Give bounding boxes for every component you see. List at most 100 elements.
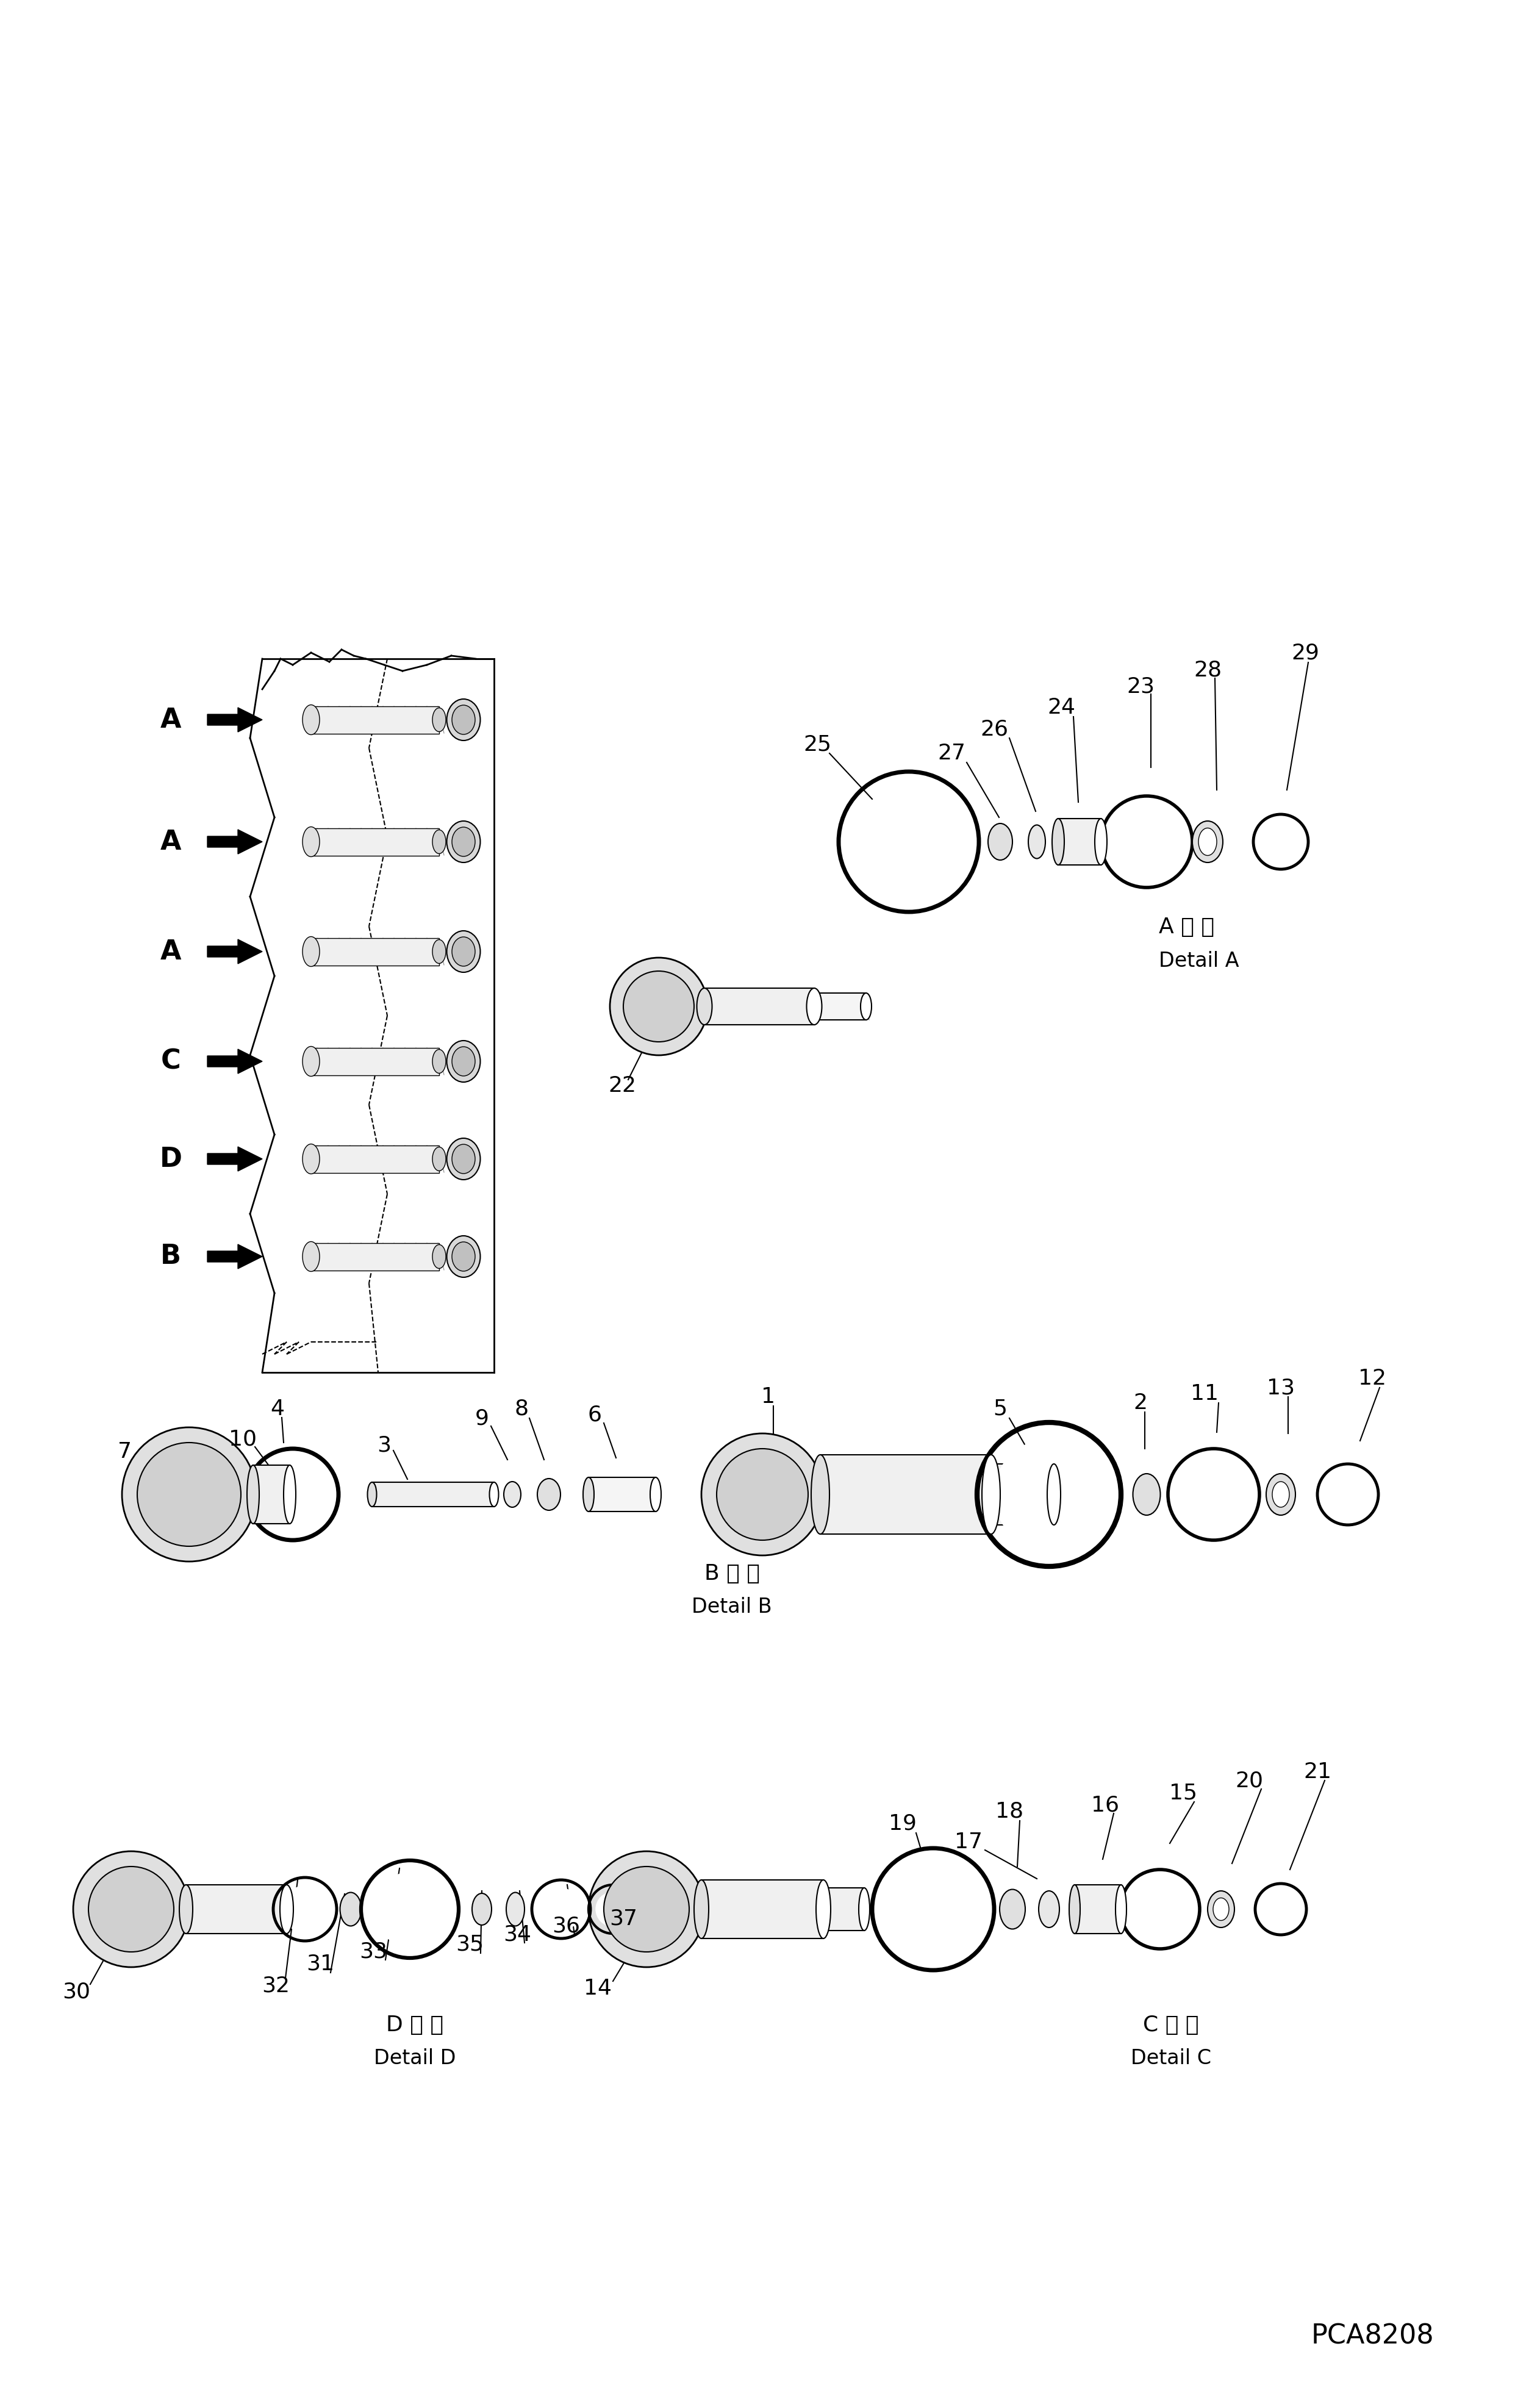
- Bar: [373, 1483, 494, 1507]
- Bar: [311, 705, 439, 734]
- Text: 36: 36: [551, 1917, 581, 1936]
- Text: A 詳 細: A 詳 細: [1158, 916, 1215, 938]
- Ellipse shape: [1115, 1886, 1126, 1934]
- FancyArrow shape: [208, 830, 262, 854]
- Text: 27: 27: [938, 744, 966, 763]
- Text: D: D: [160, 1147, 182, 1173]
- Ellipse shape: [302, 1144, 320, 1173]
- Ellipse shape: [1198, 828, 1217, 856]
- Text: 6: 6: [588, 1406, 602, 1425]
- Ellipse shape: [246, 1466, 259, 1523]
- Ellipse shape: [302, 1243, 320, 1271]
- Text: 20: 20: [1235, 1770, 1263, 1792]
- Ellipse shape: [1029, 825, 1046, 859]
- Text: Detail D: Detail D: [374, 2049, 456, 2068]
- Text: 26: 26: [979, 720, 1009, 739]
- Ellipse shape: [1207, 1890, 1235, 1926]
- Bar: [818, 993, 865, 1020]
- Circle shape: [74, 1852, 189, 1967]
- Ellipse shape: [1214, 1898, 1229, 1922]
- Text: 16: 16: [1092, 1794, 1120, 1816]
- Ellipse shape: [859, 1888, 870, 1931]
- Ellipse shape: [812, 1454, 830, 1533]
- Text: 12: 12: [1358, 1367, 1386, 1389]
- Bar: [1058, 818, 1101, 866]
- Ellipse shape: [368, 1483, 377, 1507]
- Bar: [311, 1048, 439, 1075]
- Bar: [311, 1243, 439, 1271]
- Ellipse shape: [451, 705, 476, 734]
- Ellipse shape: [1038, 1890, 1060, 1926]
- Text: B 詳 細: B 詳 細: [704, 1564, 759, 1583]
- Text: 31: 31: [306, 1953, 334, 1974]
- Circle shape: [373, 1874, 447, 1946]
- Text: 25: 25: [804, 734, 832, 756]
- Circle shape: [596, 1893, 630, 1926]
- Circle shape: [701, 1435, 824, 1555]
- Ellipse shape: [433, 830, 447, 854]
- Text: C 詳 細: C 詳 細: [1143, 2015, 1200, 2034]
- Circle shape: [259, 1461, 326, 1528]
- Text: 29: 29: [1291, 643, 1320, 662]
- Text: 13: 13: [1267, 1377, 1295, 1399]
- Text: 32: 32: [262, 1974, 290, 1996]
- Ellipse shape: [451, 938, 476, 967]
- Circle shape: [610, 957, 707, 1056]
- Ellipse shape: [1266, 1473, 1295, 1516]
- Ellipse shape: [537, 1478, 561, 1511]
- Ellipse shape: [807, 988, 822, 1024]
- Text: A: A: [160, 828, 182, 854]
- Text: 30: 30: [62, 1982, 91, 2001]
- Text: PCA8208: PCA8208: [1311, 2322, 1434, 2349]
- Ellipse shape: [1069, 1886, 1080, 1934]
- Ellipse shape: [302, 828, 320, 856]
- Ellipse shape: [861, 993, 872, 1020]
- Ellipse shape: [433, 1245, 447, 1269]
- Text: 14: 14: [584, 1979, 611, 1998]
- Ellipse shape: [1192, 820, 1223, 864]
- Ellipse shape: [1052, 818, 1064, 866]
- Circle shape: [588, 1852, 704, 1967]
- Circle shape: [624, 972, 695, 1041]
- Ellipse shape: [451, 1243, 476, 1271]
- Ellipse shape: [451, 1144, 476, 1173]
- Ellipse shape: [451, 828, 476, 856]
- Ellipse shape: [283, 1466, 296, 1523]
- Text: 35: 35: [456, 1934, 484, 1955]
- Ellipse shape: [302, 936, 320, 967]
- Ellipse shape: [277, 1471, 308, 1519]
- Circle shape: [604, 1866, 690, 1953]
- Text: Detail A: Detail A: [1158, 950, 1240, 972]
- Ellipse shape: [504, 1483, 521, 1507]
- FancyArrow shape: [208, 1245, 262, 1269]
- FancyArrow shape: [208, 708, 262, 732]
- Ellipse shape: [999, 1890, 1026, 1929]
- Text: 15: 15: [1169, 1782, 1197, 1804]
- Ellipse shape: [989, 823, 1012, 861]
- Text: 8: 8: [514, 1399, 528, 1420]
- Ellipse shape: [433, 708, 447, 732]
- Ellipse shape: [179, 1886, 192, 1934]
- Text: A: A: [160, 708, 182, 732]
- Circle shape: [887, 1864, 979, 1955]
- Circle shape: [541, 1888, 582, 1929]
- Circle shape: [122, 1427, 256, 1562]
- Text: 24: 24: [1047, 698, 1075, 717]
- Circle shape: [995, 1439, 1104, 1550]
- Ellipse shape: [302, 1046, 320, 1077]
- Ellipse shape: [650, 1478, 661, 1511]
- Text: 22: 22: [608, 1075, 636, 1096]
- Circle shape: [1261, 823, 1300, 861]
- Ellipse shape: [447, 931, 480, 972]
- Bar: [588, 1478, 656, 1511]
- Circle shape: [1326, 1473, 1371, 1516]
- Text: B: B: [160, 1243, 182, 1269]
- Ellipse shape: [584, 1478, 594, 1511]
- Bar: [311, 1144, 439, 1173]
- Text: 23: 23: [1126, 677, 1155, 696]
- Ellipse shape: [490, 1483, 499, 1507]
- FancyArrow shape: [208, 1048, 262, 1072]
- Circle shape: [282, 1886, 328, 1931]
- Bar: [253, 1466, 290, 1523]
- Text: 9: 9: [474, 1408, 488, 1427]
